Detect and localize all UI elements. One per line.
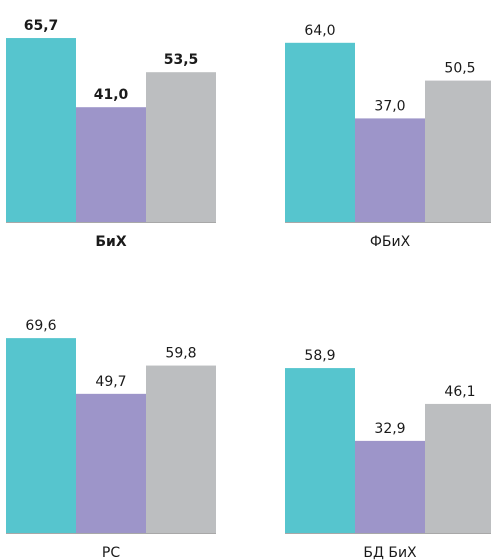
- group-label: ФБиХ: [370, 234, 411, 250]
- bar-value-label: 37,0: [374, 98, 405, 114]
- bar-group: 58,9 32,9 46,1 БД БиХ: [285, 348, 491, 560]
- bar-value-label: 53,5: [164, 52, 199, 68]
- bar-value-label: 41,0: [94, 87, 129, 103]
- bar-group: 65,7 41,0 53,5 БиХ: [6, 18, 216, 250]
- bar-value-label: 49,7: [95, 374, 126, 390]
- bar: [425, 403, 491, 533]
- bar: [355, 440, 425, 533]
- bar-group: 69,6 49,7 59,8 РС: [6, 318, 216, 560]
- group-label: БиХ: [95, 234, 126, 250]
- bar-value-label: 64,0: [304, 23, 335, 39]
- bar-value-label: 32,9: [374, 421, 405, 437]
- bar: [285, 42, 355, 222]
- bar: [146, 72, 216, 222]
- bar: [6, 338, 76, 533]
- bar: [425, 80, 491, 222]
- bar-value-label: 46,1: [444, 384, 475, 400]
- bar: [6, 38, 76, 222]
- bar-group: 64,0 37,0 50,5 ФБиХ: [285, 23, 491, 250]
- bar-value-label: 69,6: [25, 318, 56, 334]
- bar-value-label: 50,5: [444, 61, 475, 77]
- group-label: БД БиХ: [363, 545, 417, 560]
- group-label: РС: [102, 545, 120, 560]
- bar: [76, 393, 146, 533]
- bar: [146, 365, 216, 533]
- bar: [285, 368, 355, 533]
- bar-value-label: 59,8: [165, 346, 196, 362]
- bar: [355, 118, 425, 222]
- bar: [76, 107, 146, 222]
- chart-panels: 65,7 41,0 53,5 БиХ 64,0 37,0 50,5 ФБиХ 69,6 49,7 5…: [6, 18, 491, 560]
- bar-value-label: 65,7: [24, 18, 59, 34]
- bar-value-label: 58,9: [304, 348, 335, 364]
